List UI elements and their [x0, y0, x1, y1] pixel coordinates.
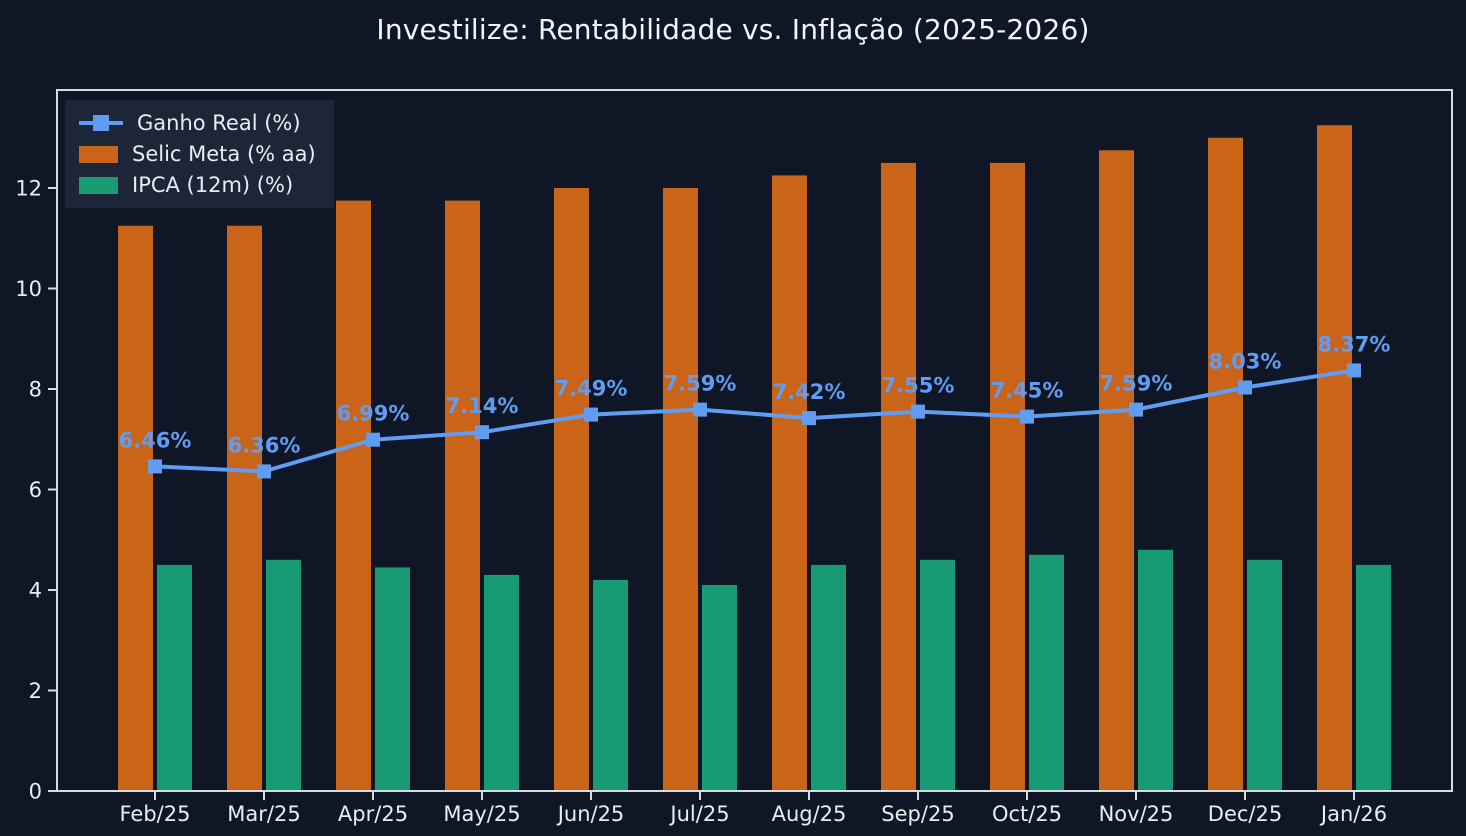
- x-tick-label: Apr/25: [338, 802, 408, 826]
- line-value-label: 6.36%: [228, 433, 301, 457]
- x-tick-label: Mar/25: [227, 802, 300, 826]
- x-tick-label: Jul/25: [668, 802, 729, 826]
- ipca-bar-nov-25: [1138, 549, 1173, 791]
- selic-bar-sep-25: [881, 162, 916, 791]
- y-tick-label: 8: [29, 377, 42, 401]
- legend: Ganho Real (%) Selic Meta (% aa) IPCA (1…: [65, 100, 334, 208]
- x-tick-label: Sep/25: [881, 802, 954, 826]
- line-marker-feb-25: [148, 459, 162, 474]
- selic-bar-jan-26: [1317, 125, 1352, 791]
- ipca-bar-jul-25: [702, 585, 737, 791]
- ipca-bar-dec-25: [1247, 559, 1282, 791]
- ipca-bar-may-25: [484, 574, 519, 791]
- selic-bar-aug-25: [772, 175, 807, 791]
- line-value-label: 7.14%: [446, 394, 519, 418]
- ipca-bar-oct-25: [1029, 554, 1064, 791]
- line-marker-nov-25: [1129, 402, 1143, 417]
- legend-line-marker-icon: [79, 114, 123, 132]
- legend-swatch-ipca-icon: [79, 176, 118, 194]
- line-value-label: 8.03%: [1209, 350, 1282, 374]
- line-marker-dec-25: [1238, 380, 1252, 395]
- line-value-label: 7.59%: [1100, 372, 1173, 396]
- x-tick-label: Aug/25: [772, 802, 847, 826]
- y-tick-label: 10: [15, 277, 42, 301]
- ganho-real-line: [154, 368, 1355, 474]
- selic-bar-jul-25: [663, 188, 698, 791]
- y-tick-label: 6: [29, 478, 42, 502]
- selic-bar-jun-25: [554, 188, 589, 791]
- selic-bar-oct-25: [990, 162, 1025, 791]
- y-tick-label: 0: [29, 779, 42, 803]
- line-marker-sep-25: [911, 404, 925, 419]
- x-tick-label: Oct/25: [992, 802, 1062, 826]
- x-tick-label: May/25: [443, 802, 520, 826]
- y-tick-label: 12: [15, 176, 42, 200]
- ipca-bar-apr-25: [375, 567, 410, 791]
- y-tick-label: 4: [29, 578, 42, 602]
- chart-title: Investilize: Rentabilidade vs. Inflação …: [376, 13, 1090, 46]
- line-value-label: 8.37%: [1318, 332, 1391, 356]
- x-tick-label: Jan/26: [1319, 802, 1387, 826]
- plot-border: [56, 89, 1453, 792]
- line-marker-apr-25: [366, 432, 380, 447]
- line-value-label: 7.49%: [555, 377, 628, 401]
- ipca-bar-feb-25: [157, 564, 192, 791]
- line-marker-may-25: [475, 425, 489, 440]
- legend-item-selic: Selic Meta (% aa): [79, 142, 316, 166]
- line-value-label: 7.59%: [664, 372, 737, 396]
- x-tick-label: Dec/25: [1208, 802, 1282, 826]
- line-value-label: 6.99%: [337, 402, 410, 426]
- selic-bar-may-25: [445, 200, 480, 792]
- legend-item-ipca: IPCA (12m) (%): [79, 173, 316, 197]
- line-value-label: 7.55%: [882, 374, 955, 398]
- line-value-label: 7.45%: [991, 379, 1064, 403]
- legend-label-selic: Selic Meta (% aa): [132, 142, 316, 166]
- selic-bar-feb-25: [118, 225, 153, 791]
- x-tick-label: Nov/25: [1099, 802, 1174, 826]
- selic-bar-apr-25: [336, 200, 371, 792]
- line-marker-jan-26: [1347, 363, 1361, 378]
- ipca-bar-jan-26: [1356, 564, 1391, 791]
- line-marker-jul-25: [693, 402, 707, 417]
- legend-label-ipca: IPCA (12m) (%): [132, 173, 294, 197]
- selic-bar-dec-25: [1208, 137, 1243, 791]
- x-tick-label: Feb/25: [120, 802, 191, 826]
- x-tick-label: Jun/25: [556, 802, 625, 826]
- line-marker-jun-25: [584, 407, 598, 422]
- selic-bar-mar-25: [227, 225, 262, 791]
- legend-item-ganho-real: Ganho Real (%): [79, 111, 316, 135]
- y-tick-label: 2: [29, 679, 42, 703]
- line-value-label: 6.46%: [119, 428, 192, 452]
- line-marker-aug-25: [802, 411, 816, 426]
- selic-bar-nov-25: [1099, 150, 1134, 792]
- line-value-label: 7.42%: [773, 380, 846, 404]
- ipca-bar-sep-25: [920, 559, 955, 791]
- ipca-bar-mar-25: [266, 559, 301, 791]
- ipca-bar-aug-25: [811, 564, 846, 791]
- legend-swatch-selic-icon: [79, 145, 118, 163]
- legend-label-ganho-real: Ganho Real (%): [137, 111, 301, 135]
- line-marker-mar-25: [257, 464, 271, 479]
- ipca-bar-jun-25: [593, 579, 628, 791]
- line-marker-oct-25: [1020, 409, 1034, 424]
